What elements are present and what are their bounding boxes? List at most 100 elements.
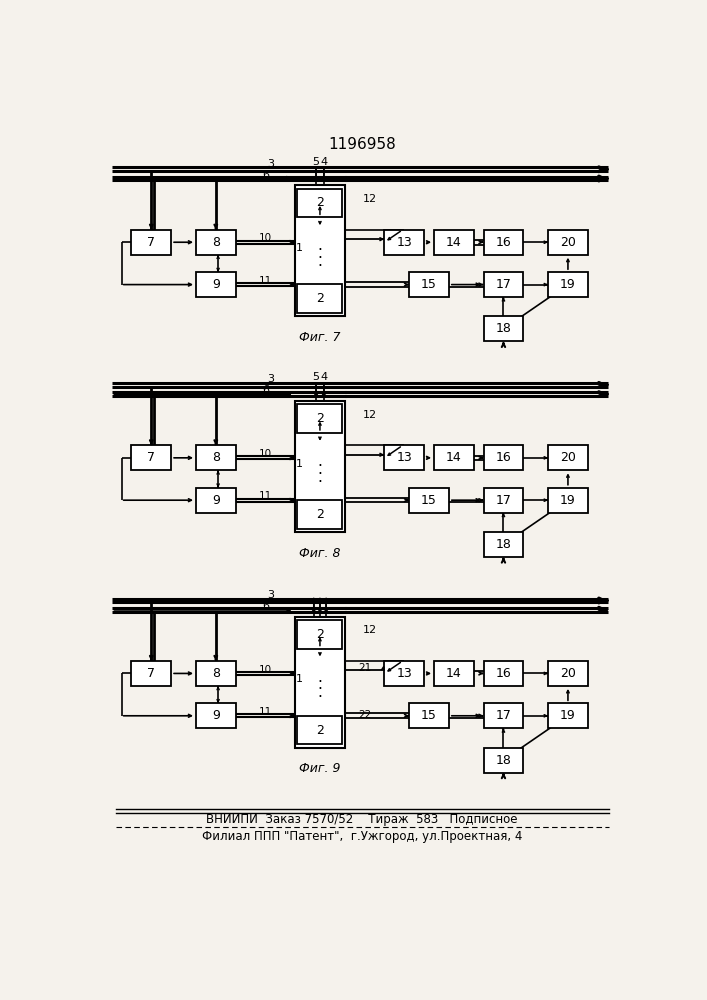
Bar [132, 230, 171, 255]
Bar [196, 488, 235, 513]
Text: 13: 13 [397, 667, 412, 680]
Text: 5: 5 [312, 372, 320, 382]
Text: 16: 16 [496, 236, 511, 249]
Text: 6: 6 [262, 385, 269, 395]
Text: 18: 18 [496, 322, 511, 335]
Bar [385, 445, 424, 470]
Bar [196, 661, 235, 686]
Bar [434, 661, 474, 686]
Bar [409, 272, 449, 297]
Text: 2: 2 [316, 292, 324, 305]
Bar [548, 272, 588, 297]
Text: 8: 8 [212, 451, 220, 464]
Text: 18: 18 [496, 538, 511, 551]
Text: 1: 1 [296, 243, 303, 253]
Text: 10: 10 [259, 233, 272, 243]
Text: ·: · [317, 682, 322, 697]
Bar [548, 445, 588, 470]
Bar [484, 230, 523, 255]
Text: 20: 20 [560, 667, 576, 680]
Bar [484, 445, 523, 470]
Text: 19: 19 [560, 278, 575, 291]
Bar [196, 230, 235, 255]
Text: ВНИИПИ  Заказ 7570/52    Тираж  583   Подписное: ВНИИПИ Заказ 7570/52 Тираж 583 Подписное [206, 813, 518, 826]
Text: ·: · [317, 467, 322, 482]
Text: 7: 7 [147, 451, 156, 464]
Text: 15: 15 [421, 709, 437, 722]
Text: ·: · [317, 251, 322, 266]
Bar [298, 284, 342, 313]
Bar [298, 500, 342, 529]
Bar [409, 703, 449, 728]
Text: 15: 15 [421, 278, 437, 291]
Text: 12: 12 [363, 194, 377, 204]
Text: Фиг. 8: Фиг. 8 [299, 547, 341, 560]
Bar [484, 488, 523, 513]
Bar [295, 401, 345, 532]
Bar [295, 185, 345, 316]
Text: 10: 10 [259, 665, 272, 675]
Bar [484, 532, 523, 557]
Text: 12: 12 [363, 625, 377, 635]
Bar [298, 404, 342, 433]
Text: ·: · [317, 690, 322, 705]
Text: 2: 2 [316, 508, 324, 521]
Bar [196, 445, 235, 470]
Text: 2: 2 [316, 628, 324, 641]
Bar [484, 748, 523, 773]
Text: ·: · [317, 259, 322, 274]
Bar [548, 230, 588, 255]
Text: 3: 3 [267, 590, 274, 600]
Text: Фиг. 9: Фиг. 9 [299, 762, 341, 775]
Text: 1: 1 [296, 674, 303, 684]
Text: 2: 2 [316, 196, 324, 209]
Text: 4: 4 [320, 372, 327, 382]
Text: 3: 3 [267, 159, 274, 169]
Text: 6: 6 [262, 170, 269, 180]
Bar [295, 617, 345, 748]
Text: 13: 13 [397, 236, 412, 249]
Text: 20: 20 [560, 236, 576, 249]
Bar [548, 661, 588, 686]
Text: 5: 5 [312, 157, 320, 167]
Text: 9: 9 [212, 278, 220, 291]
Bar [385, 661, 424, 686]
Text: 14: 14 [446, 451, 462, 464]
Bar [132, 445, 171, 470]
Bar [132, 661, 171, 686]
Bar [548, 703, 588, 728]
Bar [385, 230, 424, 255]
Text: 19: 19 [560, 494, 575, 507]
Bar [484, 703, 523, 728]
Text: Филиал ППП "Патент",  г.Ужгород, ул.Проектная, 4: Филиал ППП "Патент", г.Ужгород, ул.Проек… [201, 830, 522, 843]
Text: 2: 2 [316, 412, 324, 425]
Bar [434, 230, 474, 255]
Text: 7: 7 [147, 236, 156, 249]
Text: 18: 18 [496, 754, 511, 767]
Text: Фиг. 7: Фиг. 7 [299, 331, 341, 344]
Bar [298, 716, 342, 744]
Bar [409, 488, 449, 513]
Text: ·: · [317, 475, 322, 490]
Text: 4: 4 [320, 157, 327, 167]
Text: 12: 12 [363, 410, 377, 420]
Text: ·: · [317, 243, 322, 258]
Text: ·: · [317, 675, 322, 690]
Text: 14: 14 [446, 236, 462, 249]
Text: 16: 16 [496, 667, 511, 680]
Text: 11: 11 [259, 276, 272, 286]
Text: 22: 22 [358, 710, 371, 720]
Text: 16: 16 [496, 451, 511, 464]
Text: 9: 9 [212, 709, 220, 722]
Text: 14: 14 [446, 667, 462, 680]
Text: 17: 17 [496, 494, 511, 507]
Bar [298, 620, 342, 649]
Text: 11: 11 [259, 707, 272, 717]
Bar [484, 661, 523, 686]
Text: 20: 20 [560, 451, 576, 464]
Text: 1: 1 [296, 459, 303, 469]
Bar [548, 488, 588, 513]
Bar [484, 316, 523, 341]
Text: 15: 15 [421, 494, 437, 507]
Text: 8: 8 [212, 236, 220, 249]
